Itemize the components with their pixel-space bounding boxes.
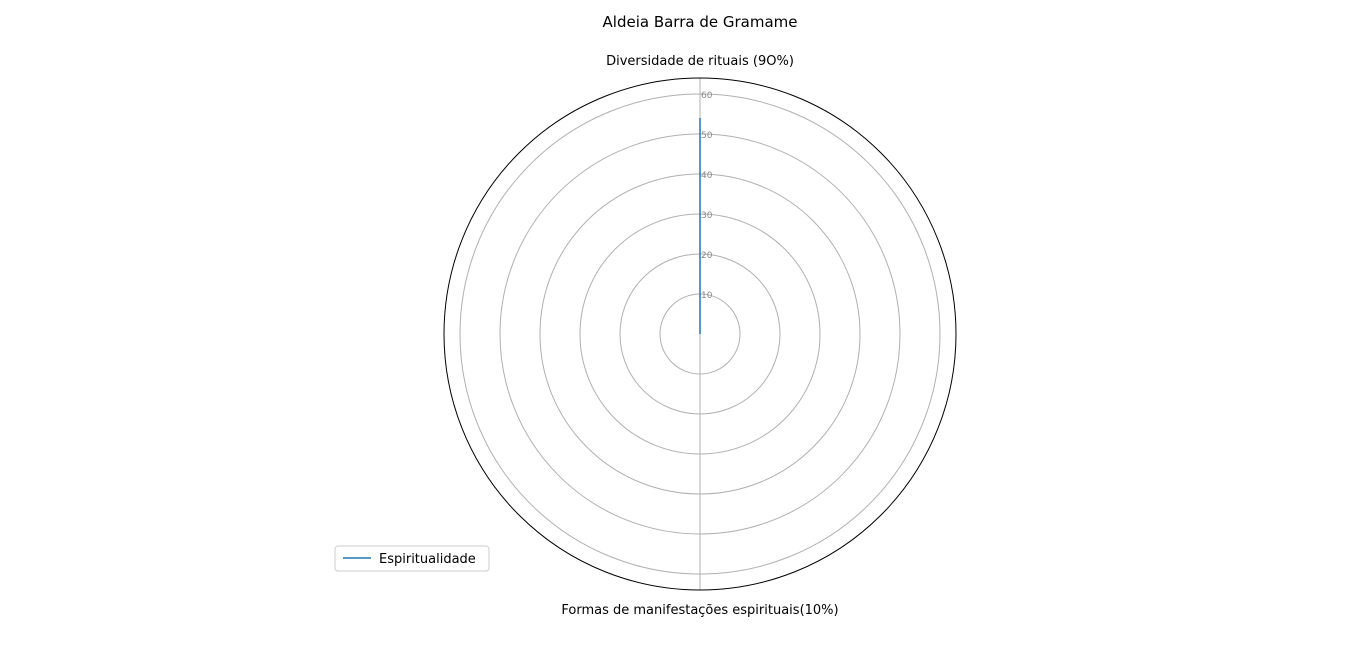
legend-box — [334, 545, 490, 572]
tick-label-10: 10 — [701, 291, 713, 301]
radial-tick-labels: 10 20 30 40 50 60 — [701, 91, 713, 301]
chart-title: Aldeia Barra de Gramame — [603, 13, 798, 31]
category-label-bottom: Formas de manifestações espirituais(10%) — [561, 603, 838, 618]
tick-label-50: 50 — [701, 131, 713, 141]
legend: Espiritualidade — [334, 545, 490, 572]
polar-frame — [443, 77, 957, 591]
legend-label: Espiritualidade — [379, 552, 476, 567]
tick-label-20: 20 — [701, 251, 713, 261]
tick-label-60: 60 — [701, 91, 713, 101]
category-label-top: Diversidade de rituais (9O%) — [606, 54, 794, 69]
tick-label-30: 30 — [701, 211, 713, 221]
tick-label-40: 40 — [701, 171, 713, 181]
